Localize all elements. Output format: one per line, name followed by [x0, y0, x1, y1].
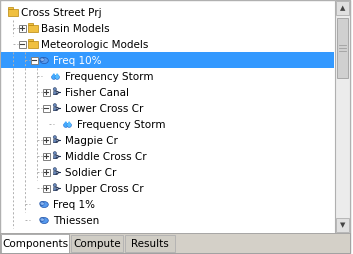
Circle shape: [53, 184, 56, 187]
Ellipse shape: [40, 201, 48, 208]
Bar: [28, 25, 38, 31]
Bar: [53, 91, 56, 94]
Bar: [335, 0, 350, 253]
Text: Components: Components: [2, 239, 68, 249]
Text: Fisher Canal: Fisher Canal: [65, 87, 129, 98]
Text: ▼: ▼: [340, 222, 345, 228]
Bar: [125, 235, 175, 252]
Ellipse shape: [41, 219, 44, 221]
Text: Meteorologic Models: Meteorologic Models: [41, 40, 148, 50]
Circle shape: [53, 168, 56, 171]
Bar: [30, 56, 37, 64]
Bar: [1, 234, 69, 253]
Text: Soldier Cr: Soldier Cr: [65, 167, 116, 178]
Text: ▲: ▲: [340, 5, 345, 11]
Text: Freq 10%: Freq 10%: [53, 56, 102, 66]
Circle shape: [53, 136, 56, 139]
Bar: [28, 41, 38, 47]
Polygon shape: [68, 122, 71, 125]
Bar: [28, 39, 32, 41]
Circle shape: [64, 123, 68, 128]
Bar: [53, 139, 56, 142]
Ellipse shape: [40, 201, 44, 205]
Text: Results: Results: [131, 239, 169, 249]
Bar: [0, 233, 350, 253]
Text: Lower Cross Cr: Lower Cross Cr: [65, 103, 143, 114]
Circle shape: [53, 152, 56, 155]
Bar: [337, 18, 348, 78]
Text: Cross Street Prj: Cross Street Prj: [21, 8, 102, 18]
Bar: [71, 235, 123, 252]
Text: Freq 1%: Freq 1%: [53, 199, 95, 210]
Bar: [53, 107, 56, 110]
Bar: [42, 168, 49, 176]
Ellipse shape: [40, 57, 48, 64]
Bar: [1, 52, 334, 68]
Bar: [42, 184, 49, 192]
Text: Basin Models: Basin Models: [41, 24, 110, 34]
Polygon shape: [56, 74, 59, 77]
Text: Middle Cross Cr: Middle Cross Cr: [65, 151, 146, 162]
Circle shape: [52, 75, 56, 80]
Bar: [42, 88, 49, 96]
Bar: [18, 40, 25, 47]
Bar: [18, 24, 25, 31]
Ellipse shape: [40, 217, 44, 221]
Ellipse shape: [41, 59, 44, 61]
Circle shape: [53, 104, 56, 107]
Text: Frequency Storm: Frequency Storm: [77, 119, 166, 130]
Polygon shape: [64, 122, 67, 125]
Text: Compute: Compute: [73, 239, 121, 249]
Bar: [42, 104, 49, 112]
Bar: [8, 7, 12, 9]
Ellipse shape: [40, 217, 48, 224]
Text: Thiessen: Thiessen: [53, 215, 99, 226]
Ellipse shape: [40, 57, 44, 61]
Bar: [0, 233, 350, 253]
Text: Frequency Storm: Frequency Storm: [65, 71, 154, 82]
Circle shape: [67, 123, 71, 128]
Bar: [1, 234, 69, 253]
Bar: [336, 218, 349, 232]
Bar: [53, 155, 56, 158]
Text: Magpie Cr: Magpie Cr: [65, 135, 118, 146]
Circle shape: [55, 75, 59, 80]
Bar: [335, 0, 350, 253]
Text: Upper Cross Cr: Upper Cross Cr: [65, 183, 144, 194]
Bar: [8, 9, 18, 15]
Ellipse shape: [41, 203, 44, 205]
Bar: [42, 136, 49, 144]
Bar: [336, 1, 349, 15]
Bar: [28, 23, 32, 25]
Bar: [42, 152, 49, 160]
Bar: [53, 187, 56, 190]
Circle shape: [53, 88, 56, 91]
Bar: [53, 171, 56, 174]
Polygon shape: [52, 74, 55, 77]
